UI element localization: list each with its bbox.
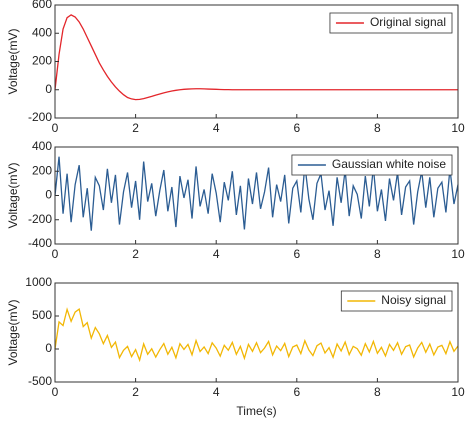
plot-frame bbox=[54, 282, 459, 383]
x-tick-label: 0 bbox=[52, 247, 59, 261]
data-line bbox=[54, 307, 459, 363]
x-tick-label: 2 bbox=[132, 247, 139, 261]
legend-label: Original signal bbox=[370, 15, 446, 29]
x-tick-label: 8 bbox=[374, 121, 381, 135]
y-tick-label: 0 bbox=[45, 188, 52, 202]
x-tick-label: 10 bbox=[451, 385, 465, 399]
legend-box bbox=[340, 290, 453, 312]
legend: Noisy signal bbox=[340, 290, 453, 312]
y-axis-label: Voltage(mV) bbox=[6, 162, 20, 228]
y-tick-label: 500 bbox=[32, 308, 52, 322]
legend-label: Gaussian white noise bbox=[332, 157, 446, 171]
x-axis-label: Time(s) bbox=[236, 404, 276, 418]
legend: Original signal bbox=[329, 12, 453, 34]
x-tick-label: 2 bbox=[132, 385, 139, 399]
x-tick-label: 10 bbox=[451, 247, 465, 261]
x-tick-label: 6 bbox=[293, 385, 300, 399]
legend-label: Noisy signal bbox=[381, 293, 446, 307]
y-axis-label: Voltage(mV) bbox=[6, 299, 20, 365]
x-tick-label: 4 bbox=[213, 121, 220, 135]
x-tick-label: 8 bbox=[374, 247, 381, 261]
y-axis-label: Voltage(mV) bbox=[6, 28, 20, 94]
y-tick-label: 400 bbox=[32, 139, 52, 153]
y-tick-label: -200 bbox=[28, 212, 52, 226]
x-tick-label: 0 bbox=[52, 121, 59, 135]
x-tick-label: 6 bbox=[293, 247, 300, 261]
y-tick-label: 400 bbox=[32, 25, 52, 39]
data-line bbox=[54, 14, 458, 101]
y-tick-label: 200 bbox=[32, 163, 52, 177]
legend: Gaussian white noise bbox=[291, 154, 453, 176]
x-tick-label: 4 bbox=[213, 385, 220, 399]
x-tick-label: 4 bbox=[213, 247, 220, 261]
y-tick-label: 0 bbox=[45, 82, 52, 96]
x-tick-label: 10 bbox=[451, 121, 465, 135]
y-tick-label: 200 bbox=[32, 54, 52, 68]
x-tick-label: 0 bbox=[52, 385, 59, 399]
legend-box bbox=[329, 12, 453, 34]
x-tick-label: 8 bbox=[374, 385, 381, 399]
x-tick-label: 6 bbox=[293, 121, 300, 135]
y-tick-label: 1000 bbox=[25, 275, 52, 289]
legend-box bbox=[291, 154, 453, 176]
data-line bbox=[54, 156, 459, 231]
x-tick-label: 2 bbox=[132, 121, 139, 135]
y-tick-label: 0 bbox=[45, 341, 52, 355]
y-tick-label: -400 bbox=[28, 236, 52, 250]
y-tick-label: -500 bbox=[28, 374, 52, 388]
y-tick-label: 600 bbox=[32, 0, 52, 11]
y-tick-label: -200 bbox=[28, 110, 52, 124]
